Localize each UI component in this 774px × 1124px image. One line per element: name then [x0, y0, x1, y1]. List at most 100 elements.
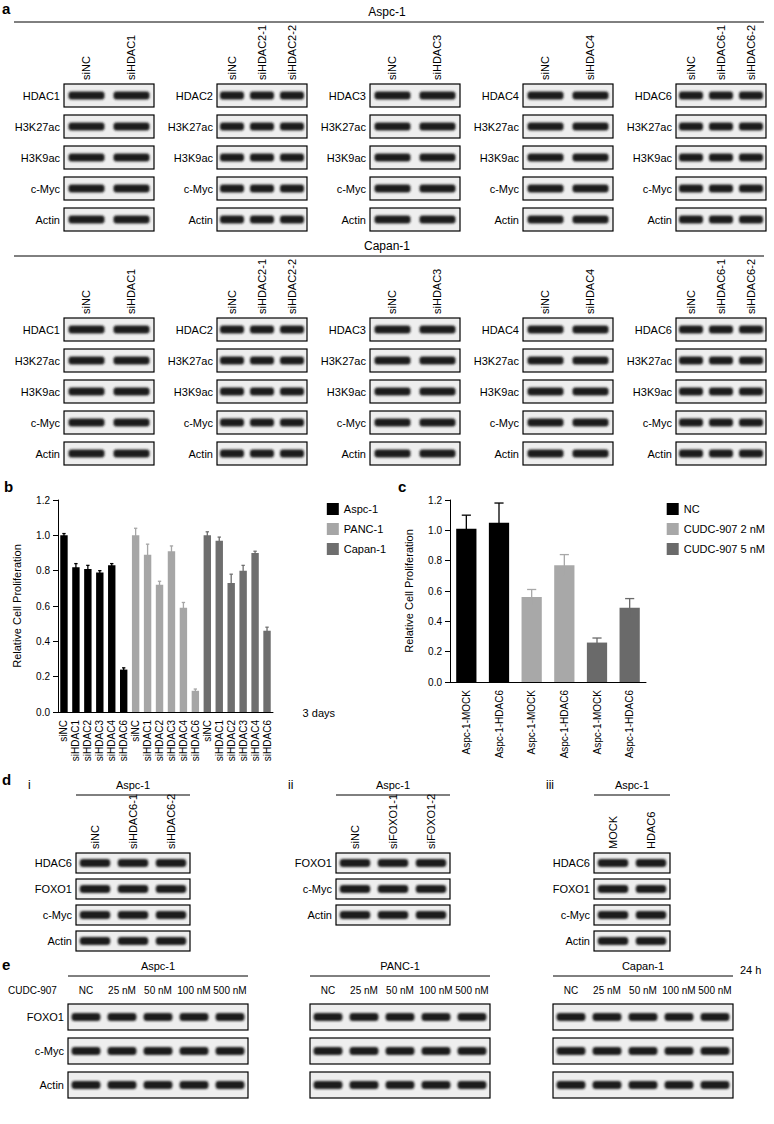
svg-text:HDAC6: HDAC6 — [645, 812, 657, 849]
svg-text:Actin: Actin — [495, 448, 519, 460]
svg-text:25 nM: 25 nM — [350, 985, 378, 996]
svg-text:FOXO1: FOXO1 — [295, 857, 332, 869]
svg-text:Actin: Actin — [36, 214, 60, 226]
svg-text:Capan-1: Capan-1 — [344, 543, 386, 555]
svg-text:0.4: 0.4 — [428, 616, 442, 627]
svg-text:0.2: 0.2 — [36, 671, 50, 682]
svg-text:siNC: siNC — [80, 56, 92, 80]
svg-text:H3K9ac: H3K9ac — [21, 386, 61, 398]
svg-text:Actin: Actin — [566, 935, 590, 947]
svg-text:Actin: Actin — [189, 448, 213, 460]
svg-text:HDAC6: HDAC6 — [553, 857, 590, 869]
svg-text:siNC: siNC — [539, 290, 551, 314]
svg-text:c-Myc: c-Myc — [337, 183, 367, 195]
svg-text:c-Myc: c-Myc — [561, 909, 591, 921]
svg-text:H3K9ac: H3K9ac — [633, 386, 673, 398]
svg-text:siHDAC4: siHDAC4 — [178, 720, 189, 762]
svg-text:c-Myc: c-Myc — [643, 183, 673, 195]
svg-text:Actin: Actin — [308, 909, 332, 921]
svg-text:siHDAC1: siHDAC1 — [125, 269, 137, 314]
svg-text:siHDAC2: siHDAC2 — [82, 720, 93, 762]
svg-text:c-Myc: c-Myc — [35, 1045, 65, 1057]
svg-text:Aspc-1: Aspc-1 — [376, 779, 410, 791]
svg-text:Relative Cell Proliferation: Relative Cell Proliferation — [403, 529, 415, 653]
svg-text:HDAC2: HDAC2 — [176, 324, 213, 336]
svg-text:siHDAC6-1: siHDAC6-1 — [715, 25, 727, 80]
svg-text:Aspc-1: Aspc-1 — [141, 960, 175, 972]
svg-text:NC: NC — [79, 985, 93, 996]
svg-text:Actin: Actin — [495, 214, 519, 226]
svg-text:Aspc-1: Aspc-1 — [116, 779, 150, 791]
svg-text:siHDAC4: siHDAC4 — [250, 720, 261, 762]
svg-text:c-Myc: c-Myc — [490, 183, 520, 195]
svg-text:1.0: 1.0 — [428, 525, 442, 536]
svg-text:siNC: siNC — [386, 56, 398, 80]
svg-text:Aspc-1-MOCK: Aspc-1-MOCK — [592, 690, 603, 755]
svg-text:b: b — [4, 478, 13, 495]
svg-text:H3K9ac: H3K9ac — [327, 386, 367, 398]
svg-text:0.6: 0.6 — [428, 586, 442, 597]
svg-text:c-Myc: c-Myc — [184, 417, 214, 429]
svg-text:MOCK: MOCK — [607, 815, 619, 849]
svg-text:siFOXO1-1: siFOXO1-1 — [387, 794, 399, 849]
svg-text:H3K9ac: H3K9ac — [21, 152, 61, 164]
svg-text:Actin: Actin — [189, 214, 213, 226]
svg-text:HDAC6: HDAC6 — [635, 90, 672, 102]
svg-text:siHDAC6: siHDAC6 — [118, 720, 129, 762]
svg-text:siHDAC2: siHDAC2 — [226, 720, 237, 762]
svg-text:H3K27ac: H3K27ac — [15, 355, 61, 367]
svg-text:siHDAC3: siHDAC3 — [94, 720, 105, 762]
svg-text:H3K9ac: H3K9ac — [480, 386, 520, 398]
svg-text:siHDAC1: siHDAC1 — [142, 720, 153, 762]
svg-text:c-Myc: c-Myc — [31, 183, 61, 195]
svg-text:0.0: 0.0 — [428, 677, 442, 688]
svg-text:HDAC6: HDAC6 — [35, 857, 72, 869]
svg-text:Aspc-1-MOCK: Aspc-1-MOCK — [461, 690, 472, 755]
svg-text:siHDAC6-2: siHDAC6-2 — [745, 25, 757, 80]
svg-text:Actin: Actin — [342, 448, 366, 460]
svg-text:i: i — [28, 778, 31, 792]
svg-text:H3K27ac: H3K27ac — [15, 121, 61, 133]
svg-text:FOXO1: FOXO1 — [35, 883, 72, 895]
svg-text:24 h: 24 h — [740, 964, 761, 976]
svg-text:Actin: Actin — [342, 214, 366, 226]
svg-text:CUDC-907 2 nM: CUDC-907 2 nM — [684, 523, 765, 535]
svg-text:Actin: Actin — [48, 935, 72, 947]
svg-text:a: a — [2, 0, 11, 17]
svg-text:Aspc-1: Aspc-1 — [615, 779, 649, 791]
svg-text:c: c — [398, 478, 406, 495]
svg-text:siHDAC2-1: siHDAC2-1 — [256, 259, 268, 314]
svg-text:50 nM: 50 nM — [629, 985, 657, 996]
svg-text:Aspc-1-MOCK: Aspc-1-MOCK — [526, 690, 537, 755]
svg-text:siHDAC3: siHDAC3 — [431, 269, 443, 314]
svg-text:siNC: siNC — [539, 56, 551, 80]
svg-text:100 nM: 100 nM — [177, 985, 210, 996]
svg-text:siNC: siNC — [80, 290, 92, 314]
svg-text:CUDC-907 5 nM: CUDC-907 5 nM — [684, 543, 765, 555]
svg-text:siHDAC4: siHDAC4 — [584, 269, 596, 314]
svg-text:siHDAC6-2: siHDAC6-2 — [745, 259, 757, 314]
svg-text:Capan-1: Capan-1 — [364, 239, 410, 253]
svg-text:FOXO1: FOXO1 — [27, 1011, 64, 1023]
svg-text:siHDAC1: siHDAC1 — [125, 35, 137, 80]
svg-text:siHDAC3: siHDAC3 — [431, 35, 443, 80]
svg-text:siNC: siNC — [226, 56, 238, 80]
svg-text:e: e — [2, 956, 10, 973]
svg-text:siNC: siNC — [386, 290, 398, 314]
svg-text:Actin: Actin — [648, 448, 672, 460]
svg-text:NC: NC — [684, 503, 700, 515]
svg-text:siHDAC2: siHDAC2 — [154, 720, 165, 762]
svg-text:H3K9ac: H3K9ac — [327, 152, 367, 164]
svg-text:c-Myc: c-Myc — [337, 417, 367, 429]
svg-text:H3K27ac: H3K27ac — [168, 355, 214, 367]
svg-text:HDAC3: HDAC3 — [329, 324, 366, 336]
svg-text:ii: ii — [288, 778, 293, 792]
svg-text:siHDAC6: siHDAC6 — [190, 720, 201, 762]
svg-text:siHDAC6-2: siHDAC6-2 — [165, 794, 177, 849]
svg-text:HDAC1: HDAC1 — [23, 90, 60, 102]
svg-text:H3K27ac: H3K27ac — [321, 121, 367, 133]
svg-text:H3K27ac: H3K27ac — [627, 355, 673, 367]
svg-text:500 nM: 500 nM — [213, 985, 246, 996]
svg-text:3 days: 3 days — [303, 707, 336, 719]
svg-text:Actin: Actin — [36, 448, 60, 460]
